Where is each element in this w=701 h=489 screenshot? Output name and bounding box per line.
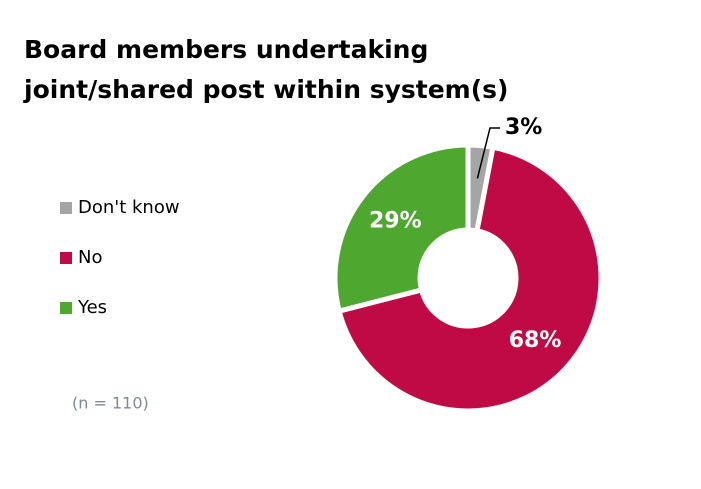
- legend-swatch: [60, 302, 72, 314]
- annotation: (n = 110): [72, 394, 149, 413]
- pie-slice: [336, 144, 604, 414]
- legend-swatch: [60, 252, 72, 264]
- data-label: 3%: [505, 115, 542, 140]
- chart-title: Board members undertaking joint/shared p…: [24, 35, 509, 104]
- pie-slice: [332, 142, 471, 315]
- legend-label: Yes: [77, 297, 107, 318]
- data-label: 68%: [509, 328, 562, 353]
- data-label: 29%: [369, 209, 422, 234]
- legend-swatch: [60, 202, 72, 214]
- legend-label: No: [78, 247, 102, 268]
- leader-line: [476, 127, 500, 179]
- legend-label: Don't know: [78, 197, 180, 218]
